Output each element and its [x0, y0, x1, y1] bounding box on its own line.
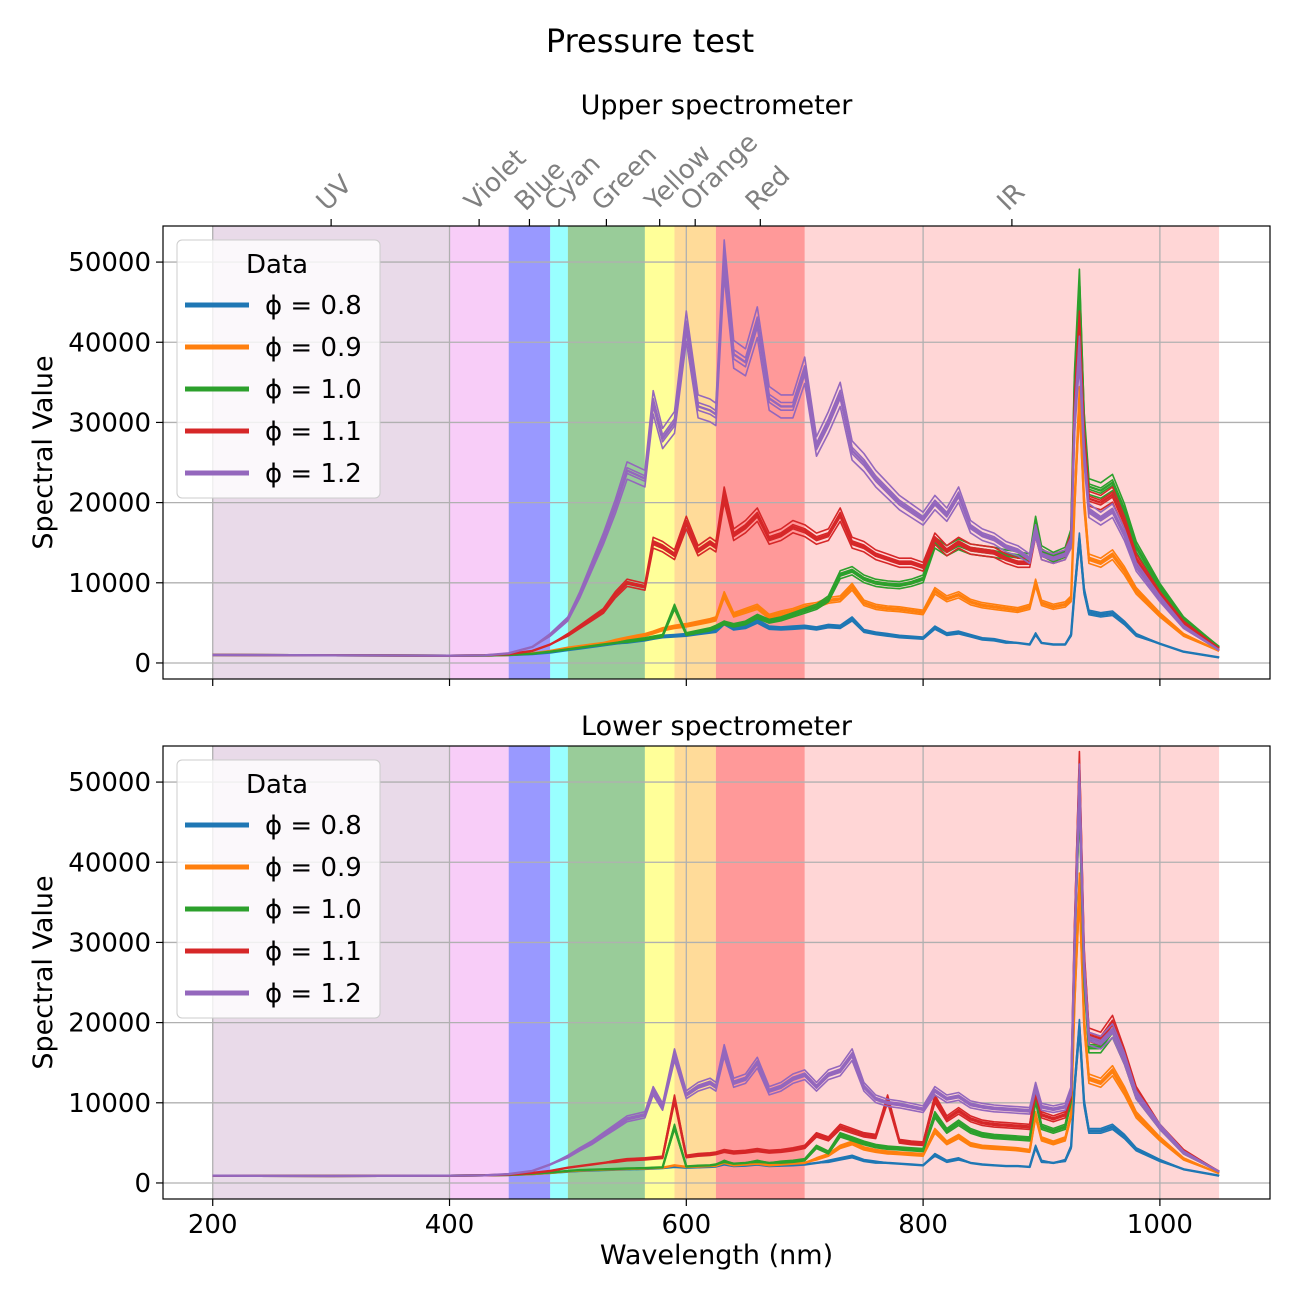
legend-title: Data [246, 770, 308, 800]
band-yellow [644, 746, 675, 1199]
band-ir [804, 746, 1220, 1199]
band-cyan [550, 226, 568, 679]
legend-entry: ϕ = 1.2 [265, 979, 362, 1009]
y-tick-label: 40000 [68, 848, 151, 878]
x-tick-label: 200 [188, 1210, 238, 1240]
y-tick-label: 30000 [68, 928, 151, 958]
plot-frame [162, 745, 1271, 1200]
legend-entry: ϕ = 0.8 [265, 811, 362, 841]
y-axis-label: Spectral Value [28, 875, 59, 1069]
legend-entry: ϕ = 0.8 [265, 291, 362, 321]
legend-entry: ϕ = 1.1 [265, 417, 362, 447]
band-label: UV [311, 170, 358, 217]
band-blue [508, 746, 551, 1199]
band-red [715, 746, 805, 1199]
y-tick-label: 20000 [68, 1009, 151, 1039]
band-violet [449, 226, 509, 679]
band-orange [674, 746, 716, 1199]
y-tick-label: 10000 [68, 569, 151, 599]
band-cyan [550, 746, 568, 1199]
figure-title: Pressure test [546, 22, 754, 60]
x-tick-label: 1000 [1127, 1210, 1193, 1240]
y-tick-label: 50000 [68, 248, 151, 278]
x-tick-label: 400 [425, 1210, 475, 1240]
band-orange [674, 226, 716, 679]
subplot-title: Upper spectrometer [581, 90, 854, 121]
series-main-trace [212, 256, 1220, 657]
chart-panel-2: 0 10000 20000 30000 40000 50000 200 400 600 800 10… [28, 711, 1271, 1271]
y-tick-label: 0 [134, 1169, 151, 1199]
series-line-5 [212, 763, 1220, 1178]
legend-entry: ϕ = 0.9 [265, 853, 362, 883]
band-yellow [644, 226, 675, 679]
legend-entry: ϕ = 1.1 [265, 937, 362, 967]
y-axis-label: Spectral Value [28, 355, 59, 549]
chart-panel-1: 0 10000 20000 30000 40000 50000 Upper spectrom… [28, 90, 1271, 686]
series-main-trace [212, 397, 1220, 657]
series-line-5 [212, 239, 1220, 657]
x-tick-label: 800 [898, 1210, 948, 1240]
series-group [212, 750, 1220, 1178]
y-tick-label: 20000 [68, 489, 151, 519]
y-tick-label: 10000 [68, 1089, 151, 1119]
legend-title: Data [246, 250, 308, 280]
band-label: IR [992, 178, 1031, 217]
series-group [212, 239, 1220, 659]
legend-entry: ϕ = 0.9 [265, 333, 362, 363]
y-tick-label: 0 [134, 649, 151, 679]
legend-entry: ϕ = 1.2 [265, 459, 362, 489]
series-line-2 [212, 385, 1220, 657]
x-axis-label: Wavelength (nm) [600, 1240, 833, 1271]
subplot-title: Lower spectrometer [581, 711, 853, 742]
x-tick-label: 600 [661, 1210, 711, 1240]
band-label: Red [740, 161, 796, 217]
band-blue [508, 226, 551, 679]
legend-entry: ϕ = 1.0 [265, 895, 362, 925]
band-violet [449, 746, 509, 1199]
y-tick-label: 40000 [68, 328, 151, 358]
band-green [567, 226, 645, 679]
band-green [567, 746, 645, 1199]
plot-frame [162, 225, 1271, 680]
y-tick-label: 50000 [68, 768, 151, 798]
legend-entry: ϕ = 1.0 [265, 375, 362, 405]
y-tick-label: 30000 [68, 408, 151, 438]
series-main-trace [212, 780, 1220, 1178]
